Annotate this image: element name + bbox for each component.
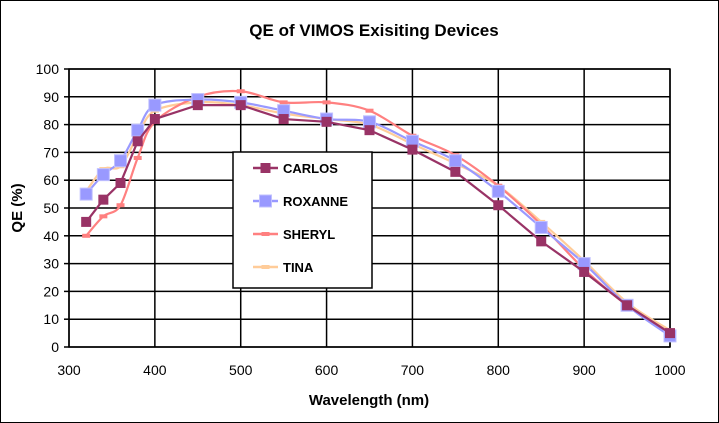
legend-label: CARLOS	[283, 161, 338, 176]
x-tick-label: 1000	[654, 362, 685, 378]
data-point-sheryl	[133, 155, 142, 160]
data-point-carlos	[579, 266, 590, 277]
data-point-carlos	[192, 100, 203, 111]
data-point-carlos	[235, 100, 246, 111]
x-tick-label: 400	[143, 362, 167, 378]
data-point-roxanne	[96, 168, 110, 182]
chart-title: QE of VIMOS Exisiting Devices	[249, 21, 498, 40]
y-tick-label: 10	[43, 311, 59, 327]
legend-item-carlos: CARLOS	[253, 161, 338, 176]
data-point-sheryl	[322, 100, 331, 105]
data-point-sheryl	[365, 108, 374, 113]
series-roxanne	[79, 93, 677, 343]
data-point-sheryl	[236, 89, 245, 94]
legend-label: ROXANNE	[283, 194, 348, 209]
data-point-carlos	[536, 236, 547, 247]
series-line-carlos	[85, 104, 671, 335]
series-line-tina	[85, 101, 671, 332]
data-point-carlos	[364, 125, 375, 136]
legend-item-sheryl: SHERYL	[253, 227, 335, 242]
data-point-carlos	[622, 300, 633, 311]
y-tick-label: 40	[43, 228, 59, 244]
y-tick-label: 20	[43, 283, 59, 299]
x-axis-ticks: 300 400 500 600 700 800 900 1000	[57, 362, 685, 378]
legend-marker	[260, 163, 271, 173]
y-tick-label: 0	[51, 339, 59, 355]
series-group	[79, 89, 677, 343]
y-tick-label: 80	[43, 117, 59, 133]
data-point-roxanne	[448, 154, 462, 168]
data-point-carlos	[115, 177, 126, 188]
x-tick-label: 300	[57, 362, 81, 378]
data-point-roxanne	[534, 220, 548, 234]
data-point-roxanne	[491, 184, 505, 198]
y-tick-label: 90	[43, 89, 59, 105]
legend-item-tina: TINA	[253, 260, 314, 275]
legend-marker	[259, 194, 272, 208]
y-tick-label: 50	[43, 200, 59, 216]
data-point-carlos	[407, 144, 418, 155]
data-point-carlos	[149, 114, 160, 125]
data-point-carlos	[665, 328, 675, 339]
data-point-carlos	[278, 114, 289, 125]
data-point-roxanne	[114, 154, 128, 168]
y-tick-label: 30	[43, 256, 59, 272]
series-carlos	[81, 100, 675, 339]
data-point-sheryl	[82, 233, 91, 238]
legend-marker	[261, 232, 270, 236]
y-tick-label: 100	[36, 61, 60, 77]
x-tick-label: 700	[401, 362, 425, 378]
x-axis-title: Wavelength (nm)	[309, 392, 429, 409]
data-point-sheryl	[116, 203, 125, 208]
y-tick-label: 70	[43, 144, 59, 160]
legend-label: SHERYL	[283, 227, 335, 242]
data-point-carlos	[132, 136, 143, 147]
legend-item-roxanne: ROXANNE	[253, 194, 348, 209]
data-point-roxanne	[148, 98, 162, 112]
data-point-sheryl	[99, 214, 108, 219]
data-point-carlos	[98, 194, 109, 205]
x-tick-label: 500	[229, 362, 253, 378]
data-point-carlos	[81, 216, 92, 227]
y-axis-title: QE (%)	[9, 183, 26, 232]
x-tick-label: 800	[487, 362, 511, 378]
x-tick-label: 900	[572, 362, 596, 378]
x-tick-label: 600	[315, 362, 339, 378]
data-point-carlos	[493, 200, 504, 211]
data-point-carlos	[321, 116, 332, 127]
data-point-sheryl	[279, 100, 288, 105]
y-tick-label: 60	[43, 172, 59, 188]
legend-label: TINA	[283, 260, 314, 275]
data-point-carlos	[450, 166, 461, 177]
y-axis-ticks: 0 10 20 30 40 50 60 70 80 90 100	[36, 61, 69, 355]
legend-box	[232, 151, 373, 289]
legend: CARLOS ROXANNE SHERYL TINA	[232, 151, 373, 289]
series-sheryl	[82, 89, 674, 336]
data-point-roxanne	[131, 123, 145, 137]
data-point-roxanne	[79, 187, 93, 201]
legend-marker	[261, 265, 270, 269]
